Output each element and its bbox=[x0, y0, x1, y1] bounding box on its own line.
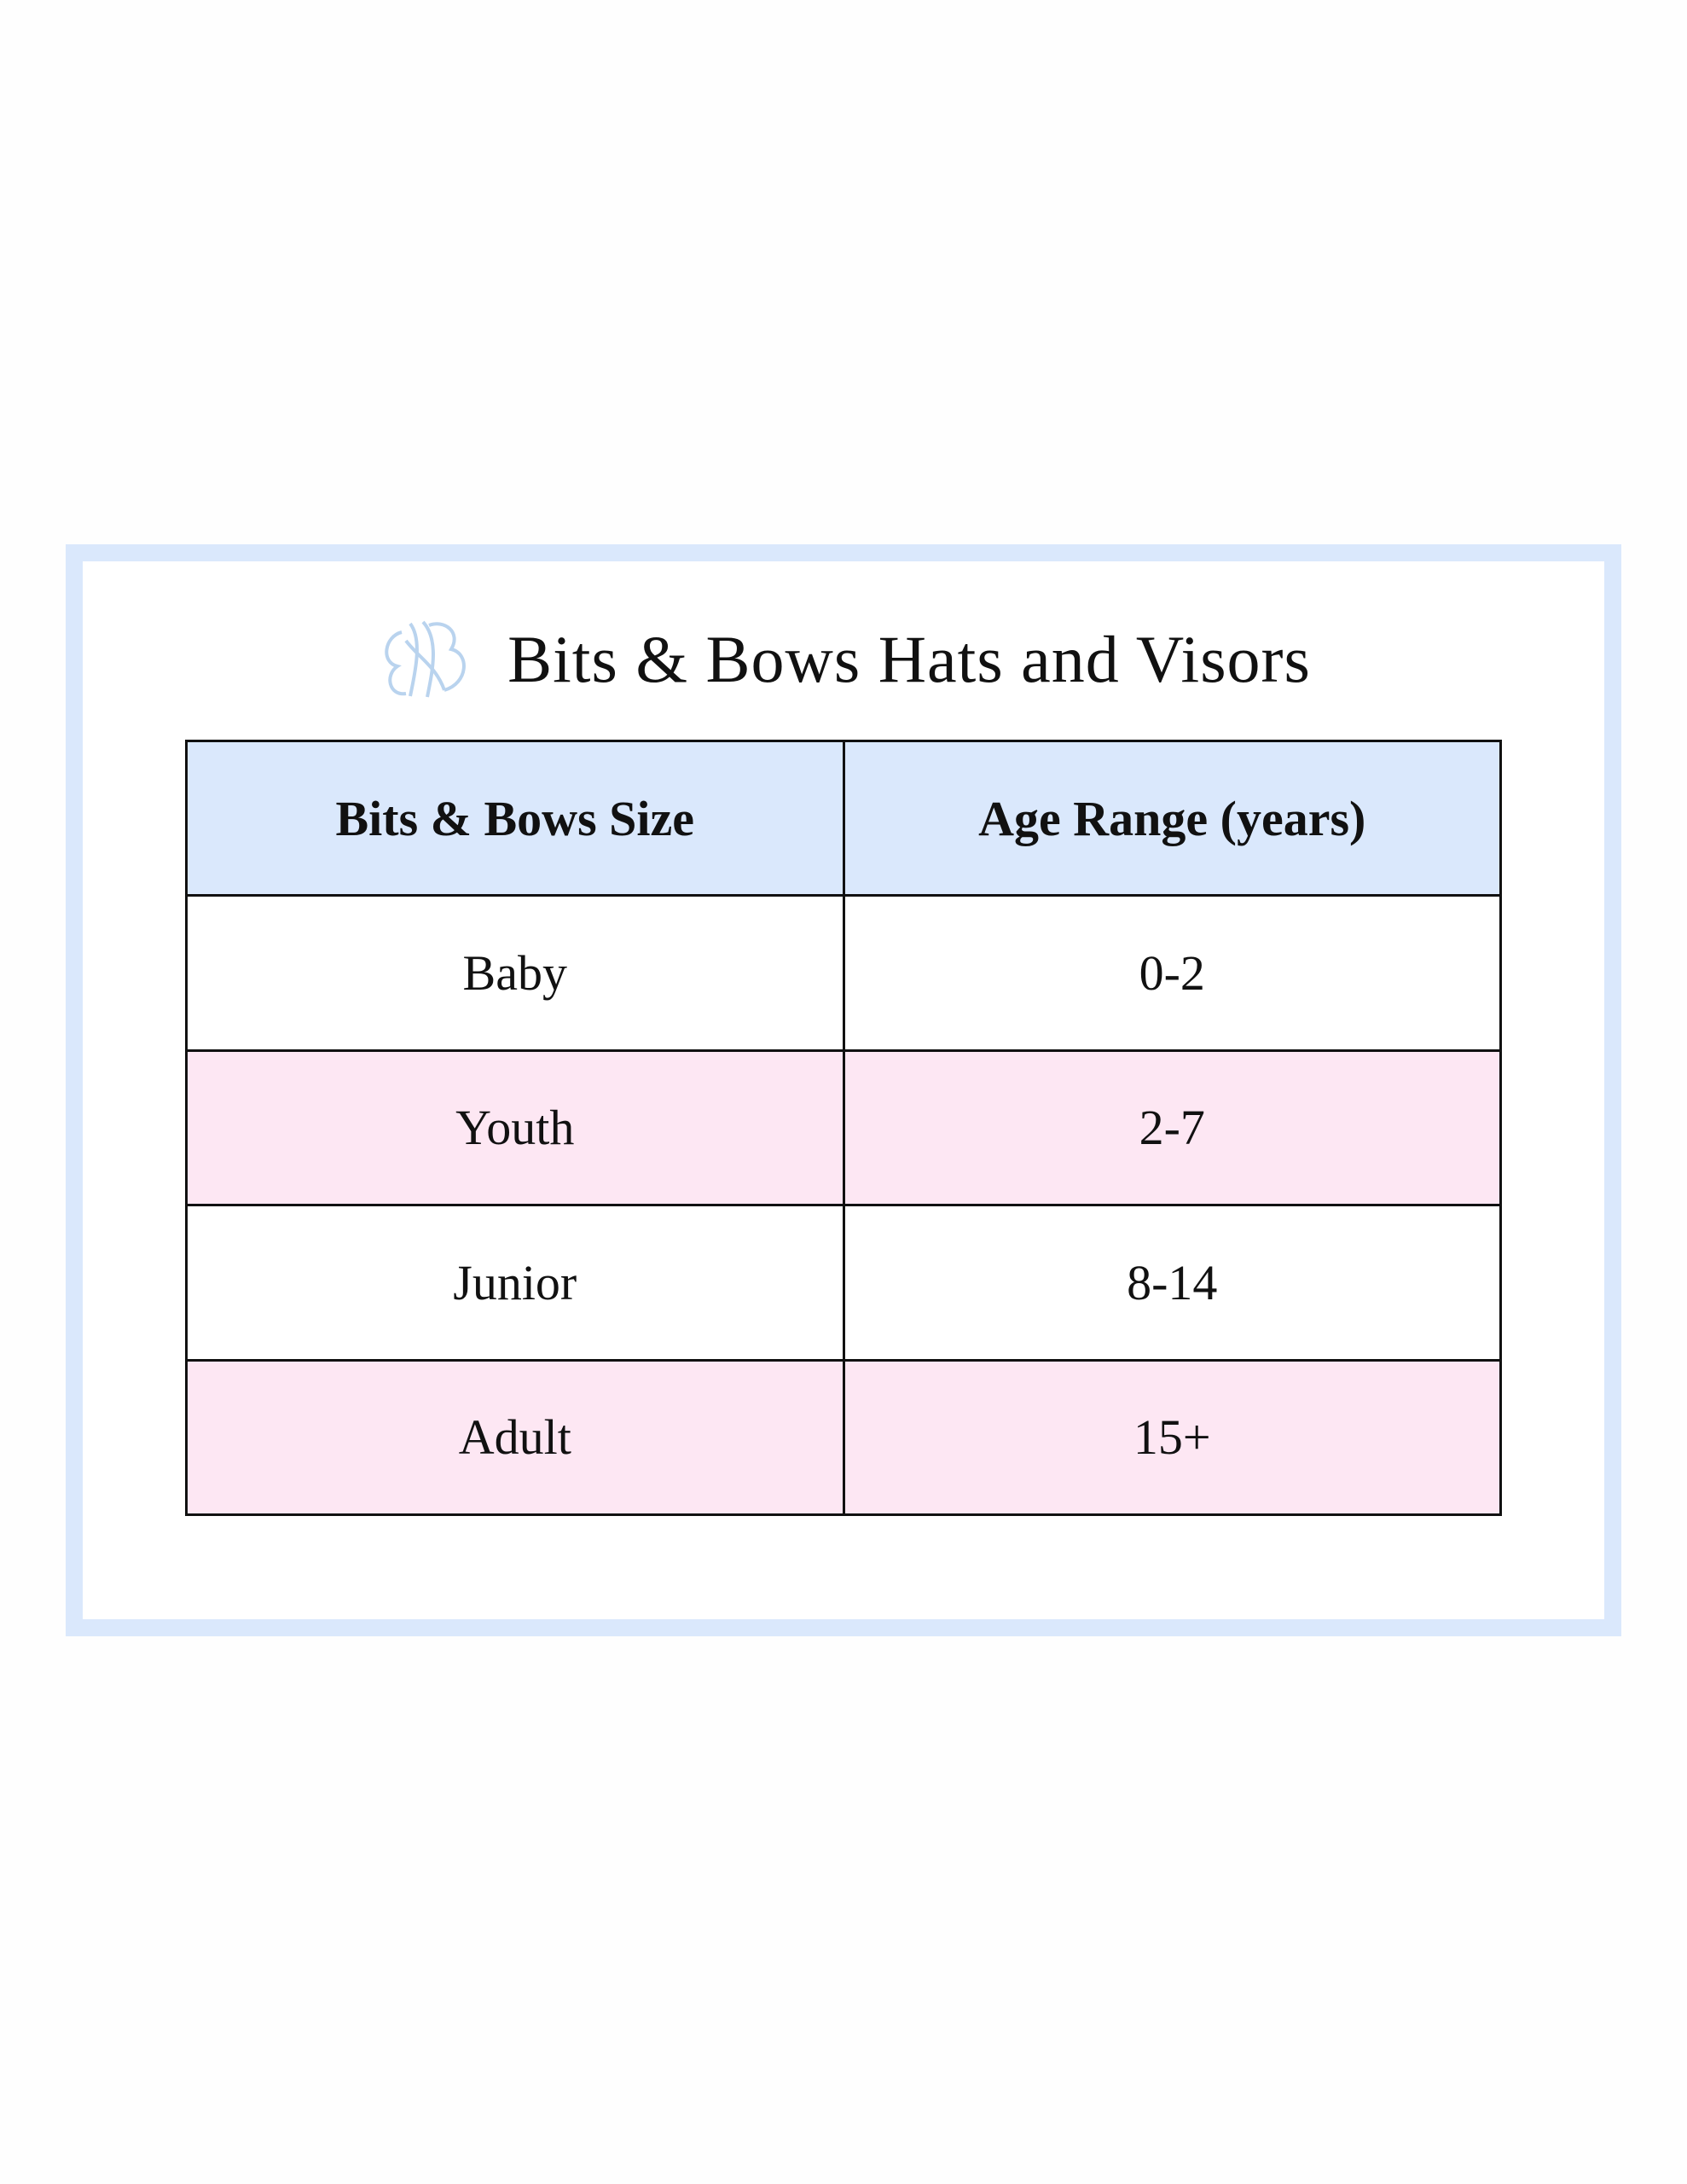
size-cell: Adult bbox=[185, 1358, 845, 1517]
table-row: Adult 15+ bbox=[185, 1358, 1502, 1517]
page-title: Bits & Bows Hats and Visors bbox=[507, 622, 1311, 696]
size-cell: Baby bbox=[185, 894, 845, 1052]
age-cell: 8-14 bbox=[842, 1204, 1502, 1362]
size-cell: Junior bbox=[185, 1204, 845, 1362]
chart-frame: Bits & Bows Hats and Visors Bits & Bows … bbox=[66, 544, 1621, 1636]
age-cell: 2-7 bbox=[842, 1048, 1502, 1207]
title-row: Bits & Bows Hats and Visors bbox=[83, 613, 1604, 706]
header-age-range: Age Range (years) bbox=[842, 739, 1502, 897]
table-row: Junior 8-14 bbox=[185, 1204, 1502, 1362]
table-row: Youth 2-7 bbox=[185, 1048, 1502, 1207]
table-header-row: Bits & Bows Size Age Range (years) bbox=[185, 739, 1502, 897]
table-row: Baby 0-2 bbox=[185, 894, 1502, 1052]
age-cell: 0-2 bbox=[842, 894, 1502, 1052]
size-cell: Youth bbox=[185, 1048, 845, 1207]
age-cell: 15+ bbox=[842, 1358, 1502, 1517]
size-chart-table: Bits & Bows Size Age Range (years) Baby … bbox=[185, 739, 1502, 1517]
header-size: Bits & Bows Size bbox=[185, 739, 845, 897]
monogram-logo-icon bbox=[385, 620, 466, 698]
